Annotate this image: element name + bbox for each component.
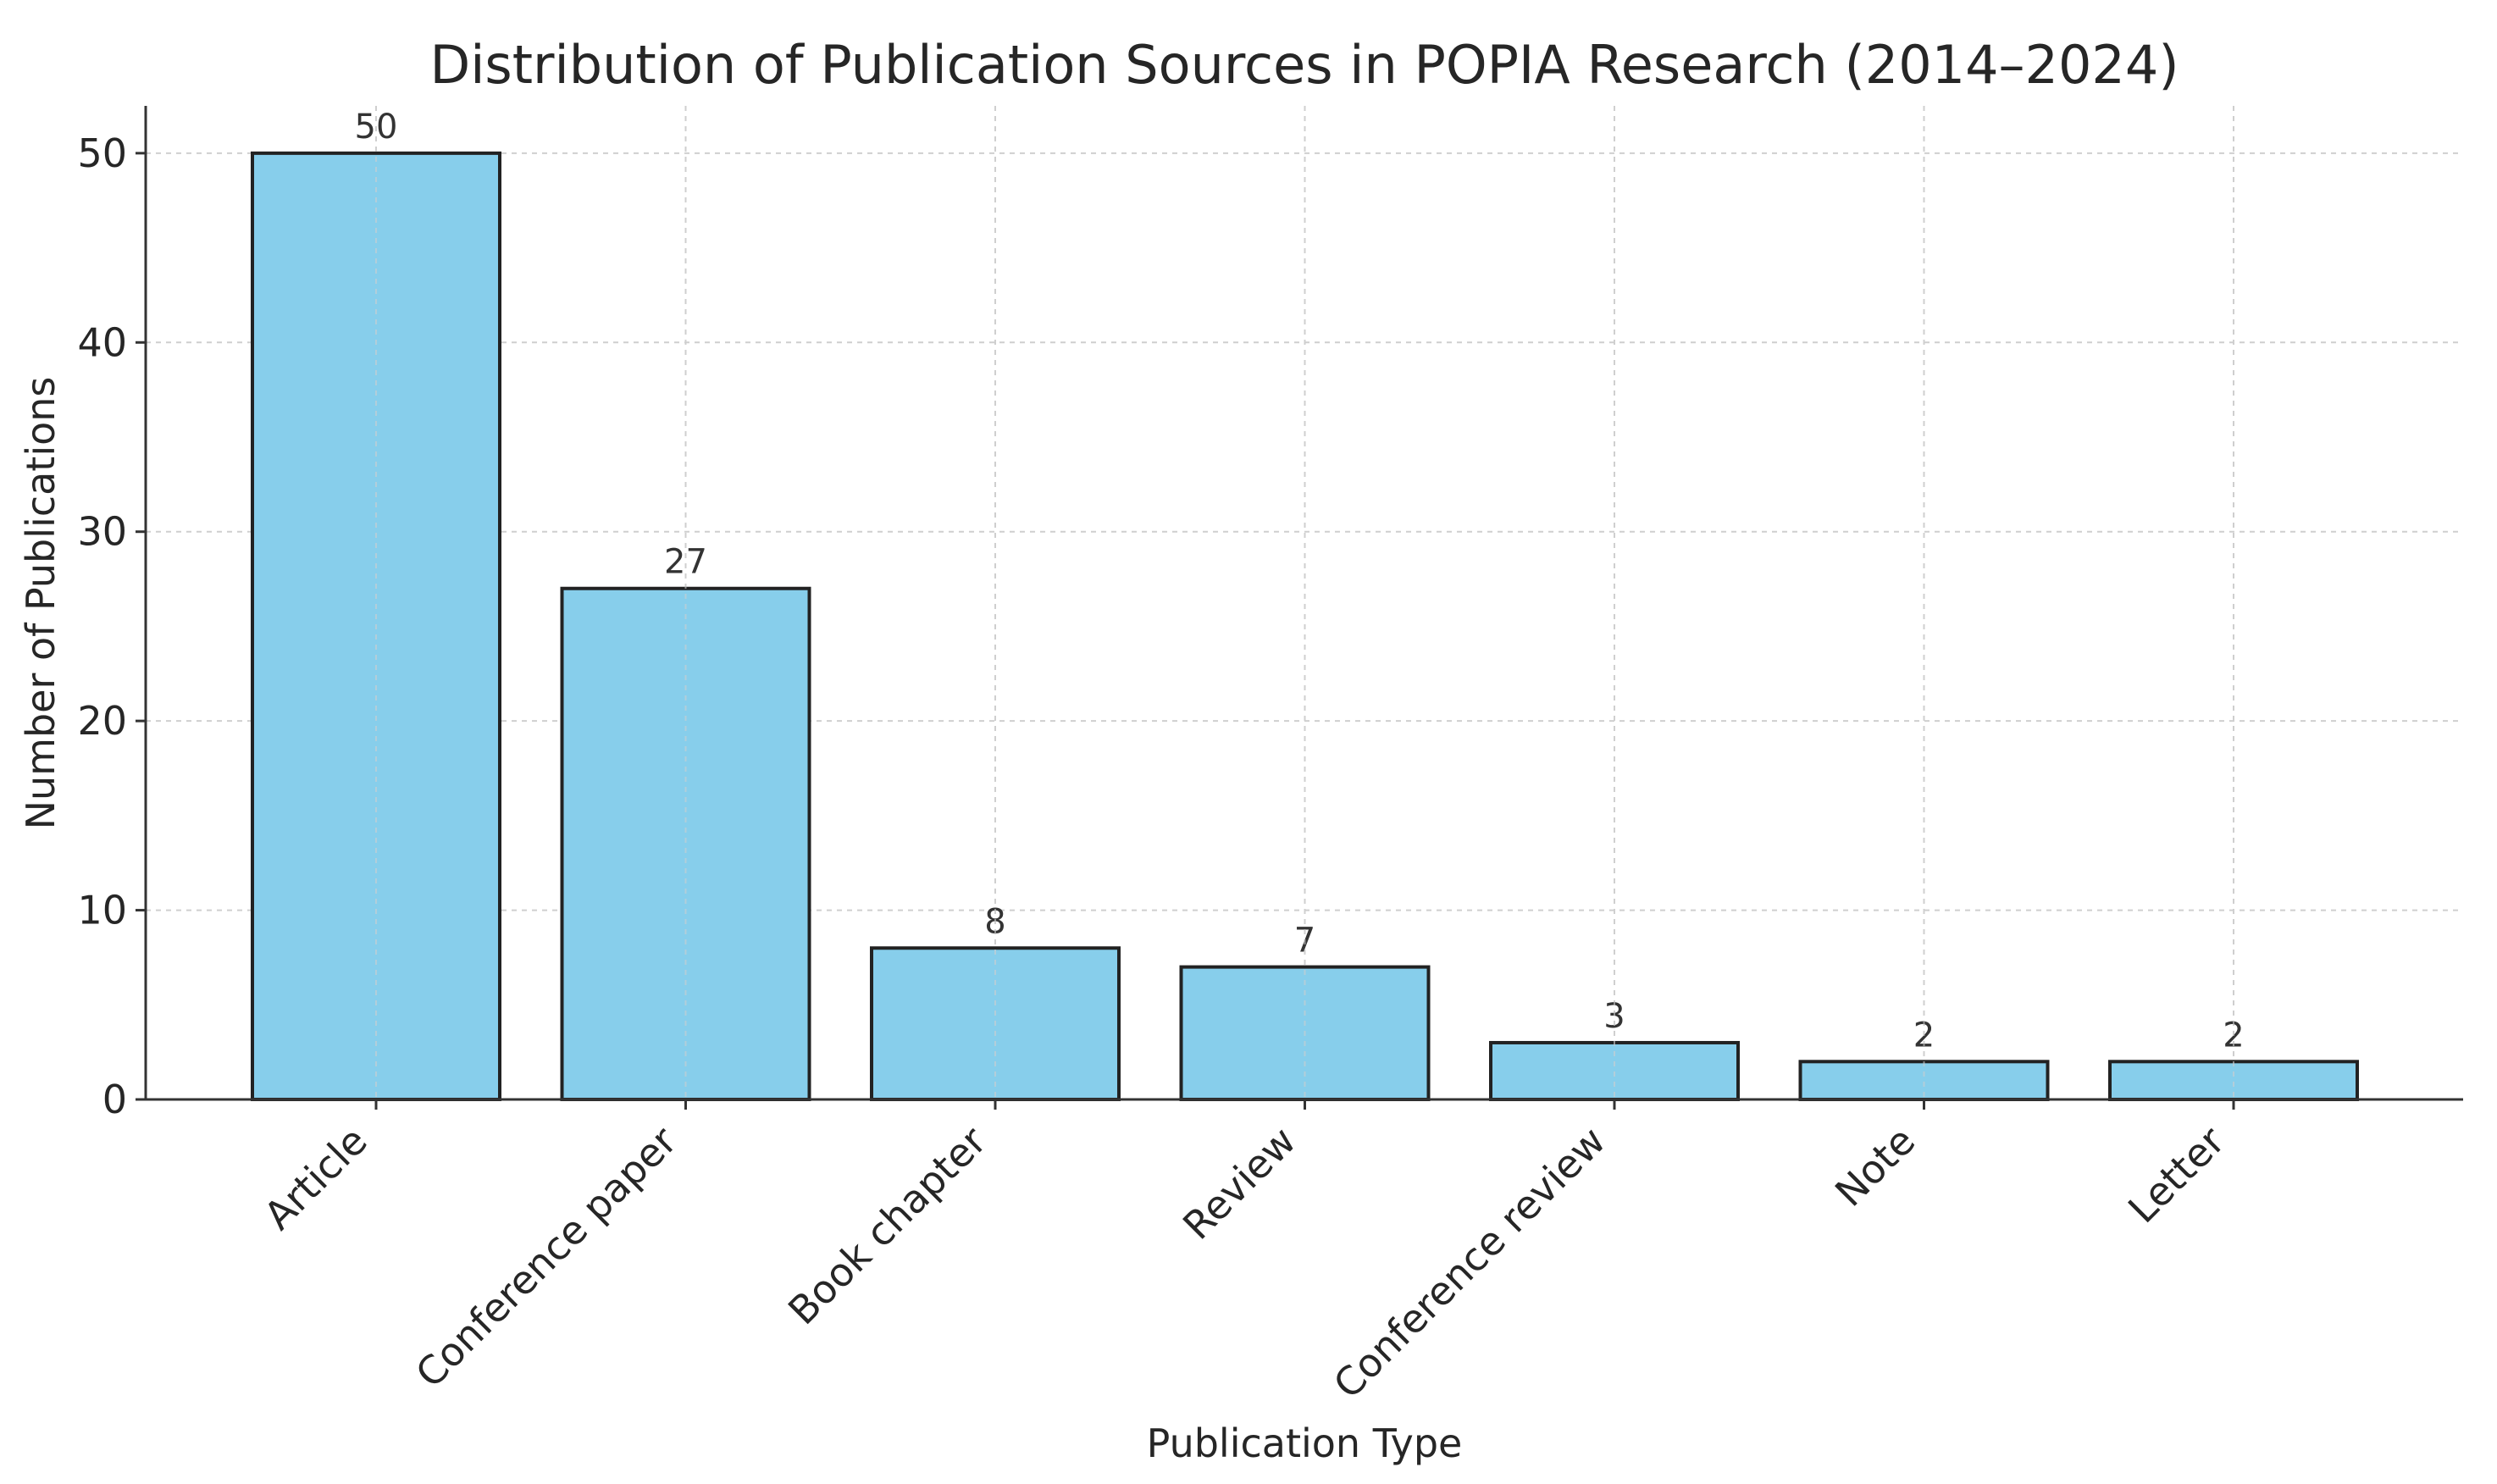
y-axis-label: Number of Publications — [18, 377, 64, 830]
y-tick-label: 0 — [102, 1077, 127, 1122]
x-tick-label: Article — [255, 1118, 376, 1239]
y-tick-label: 30 — [77, 509, 127, 555]
x-tick-label: Conference review — [1325, 1118, 1614, 1408]
y-tick-label: 10 — [77, 888, 127, 933]
x-tick-label: Letter — [2119, 1118, 2234, 1232]
axes-layer — [136, 106, 2463, 1110]
x-tick-label: Conference paper — [407, 1118, 685, 1397]
y-tick-label: 40 — [77, 319, 127, 365]
y-tick-label: 20 — [77, 698, 127, 744]
x-tick-label: Review — [1174, 1118, 1304, 1249]
x-tick-label: Note — [1826, 1118, 1924, 1215]
y-tick-label: 50 — [77, 130, 127, 176]
x-axis-label: Publication Type — [1147, 1420, 1463, 1466]
x-tick-label: Book chapter — [779, 1118, 995, 1334]
chart-title: Distribution of Publication Sources in P… — [429, 34, 2179, 96]
